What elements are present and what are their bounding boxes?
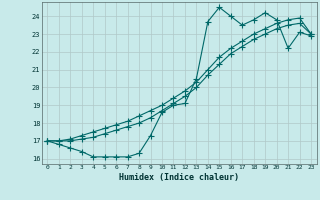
X-axis label: Humidex (Indice chaleur): Humidex (Indice chaleur) xyxy=(119,173,239,182)
